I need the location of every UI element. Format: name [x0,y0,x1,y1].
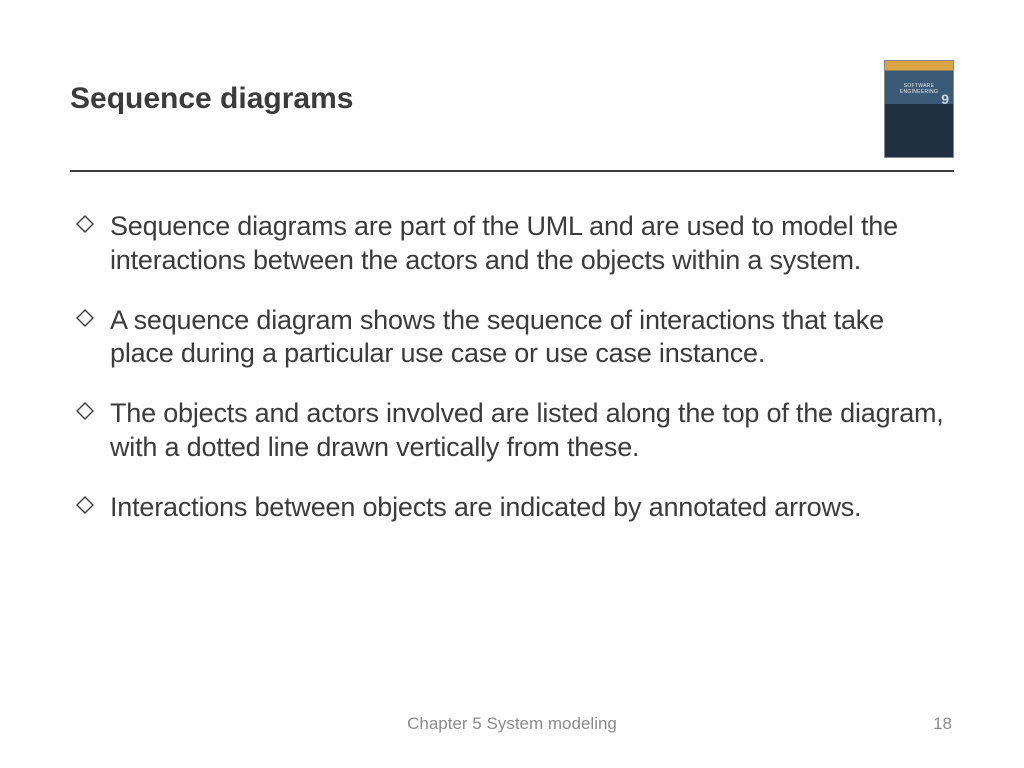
diamond-icon [76,402,94,420]
list-item: The objects and actors involved are list… [76,397,954,465]
title-rule [70,170,954,172]
list-item: Interactions between objects are indicat… [76,491,954,525]
bullet-text: The objects and actors involved are list… [110,398,944,462]
footer-text: Chapter 5 System modeling [407,714,617,734]
slide: Sequence diagrams Sequence diagrams are … [0,0,1024,768]
page-number: 18 [933,714,952,734]
diamond-icon [76,496,94,514]
slide-header: Sequence diagrams [70,60,954,158]
bullet-text: Sequence diagrams are part of the UML an… [110,211,898,275]
slide-title: Sequence diagrams [70,60,353,116]
bullet-list: Sequence diagrams are part of the UML an… [70,210,954,524]
list-item: Sequence diagrams are part of the UML an… [76,210,954,278]
bullet-text: A sequence diagram shows the sequence of… [110,305,884,369]
bullet-text: Interactions between objects are indicat… [110,492,861,522]
list-item: A sequence diagram shows the sequence of… [76,304,954,372]
book-cover-icon [884,60,954,158]
diamond-icon [76,309,94,327]
diamond-icon [76,215,94,233]
footer: Chapter 5 System modeling [0,714,1024,734]
